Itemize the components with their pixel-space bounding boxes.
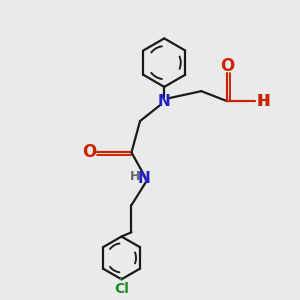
Text: O: O <box>82 143 97 161</box>
Text: H: H <box>257 94 270 109</box>
Text: O: O <box>220 57 234 75</box>
Text: N: N <box>158 94 171 109</box>
Text: H: H <box>258 94 271 109</box>
Text: H: H <box>130 170 140 183</box>
Text: Cl: Cl <box>114 282 129 296</box>
Text: N: N <box>138 171 151 186</box>
